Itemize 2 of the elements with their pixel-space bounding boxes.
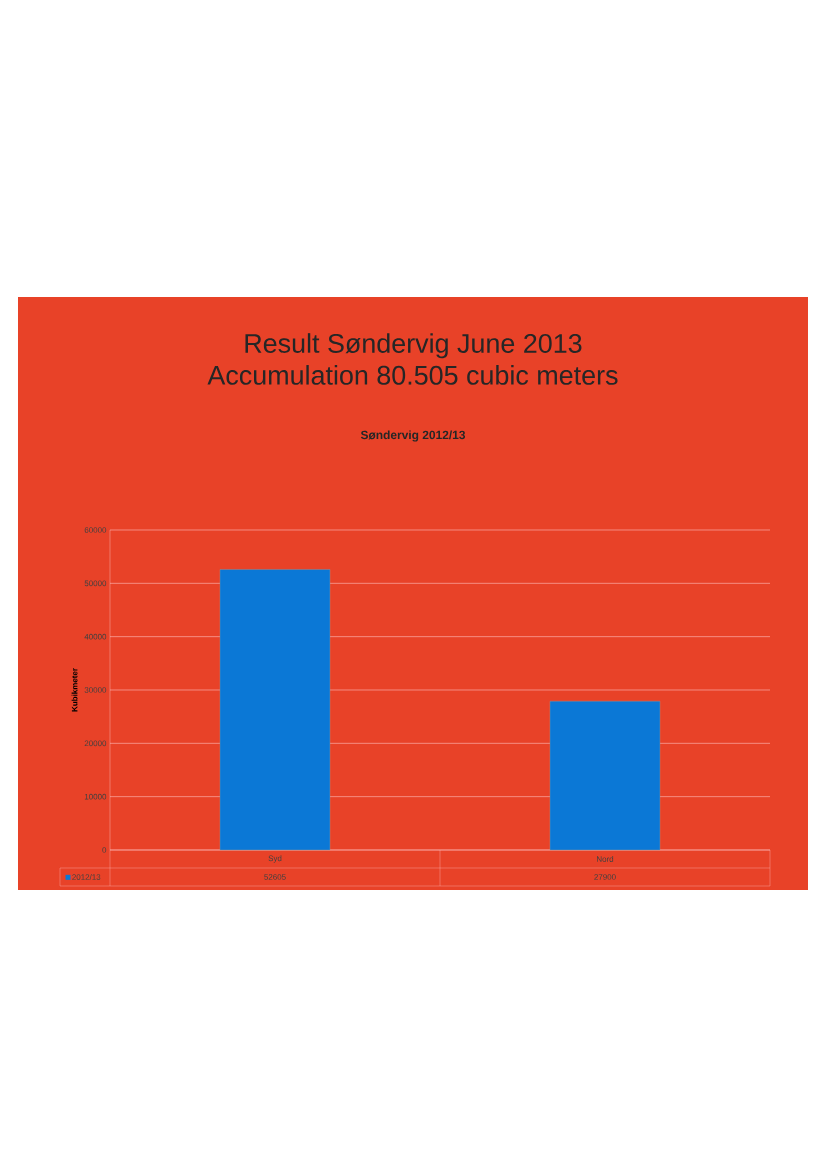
chart-title: Result Søndervig June 2013 Accumulation 80.505 cubic meters (207, 333, 618, 385)
chart-subtitle: Søndervig 2012/13 (360, 430, 466, 442)
